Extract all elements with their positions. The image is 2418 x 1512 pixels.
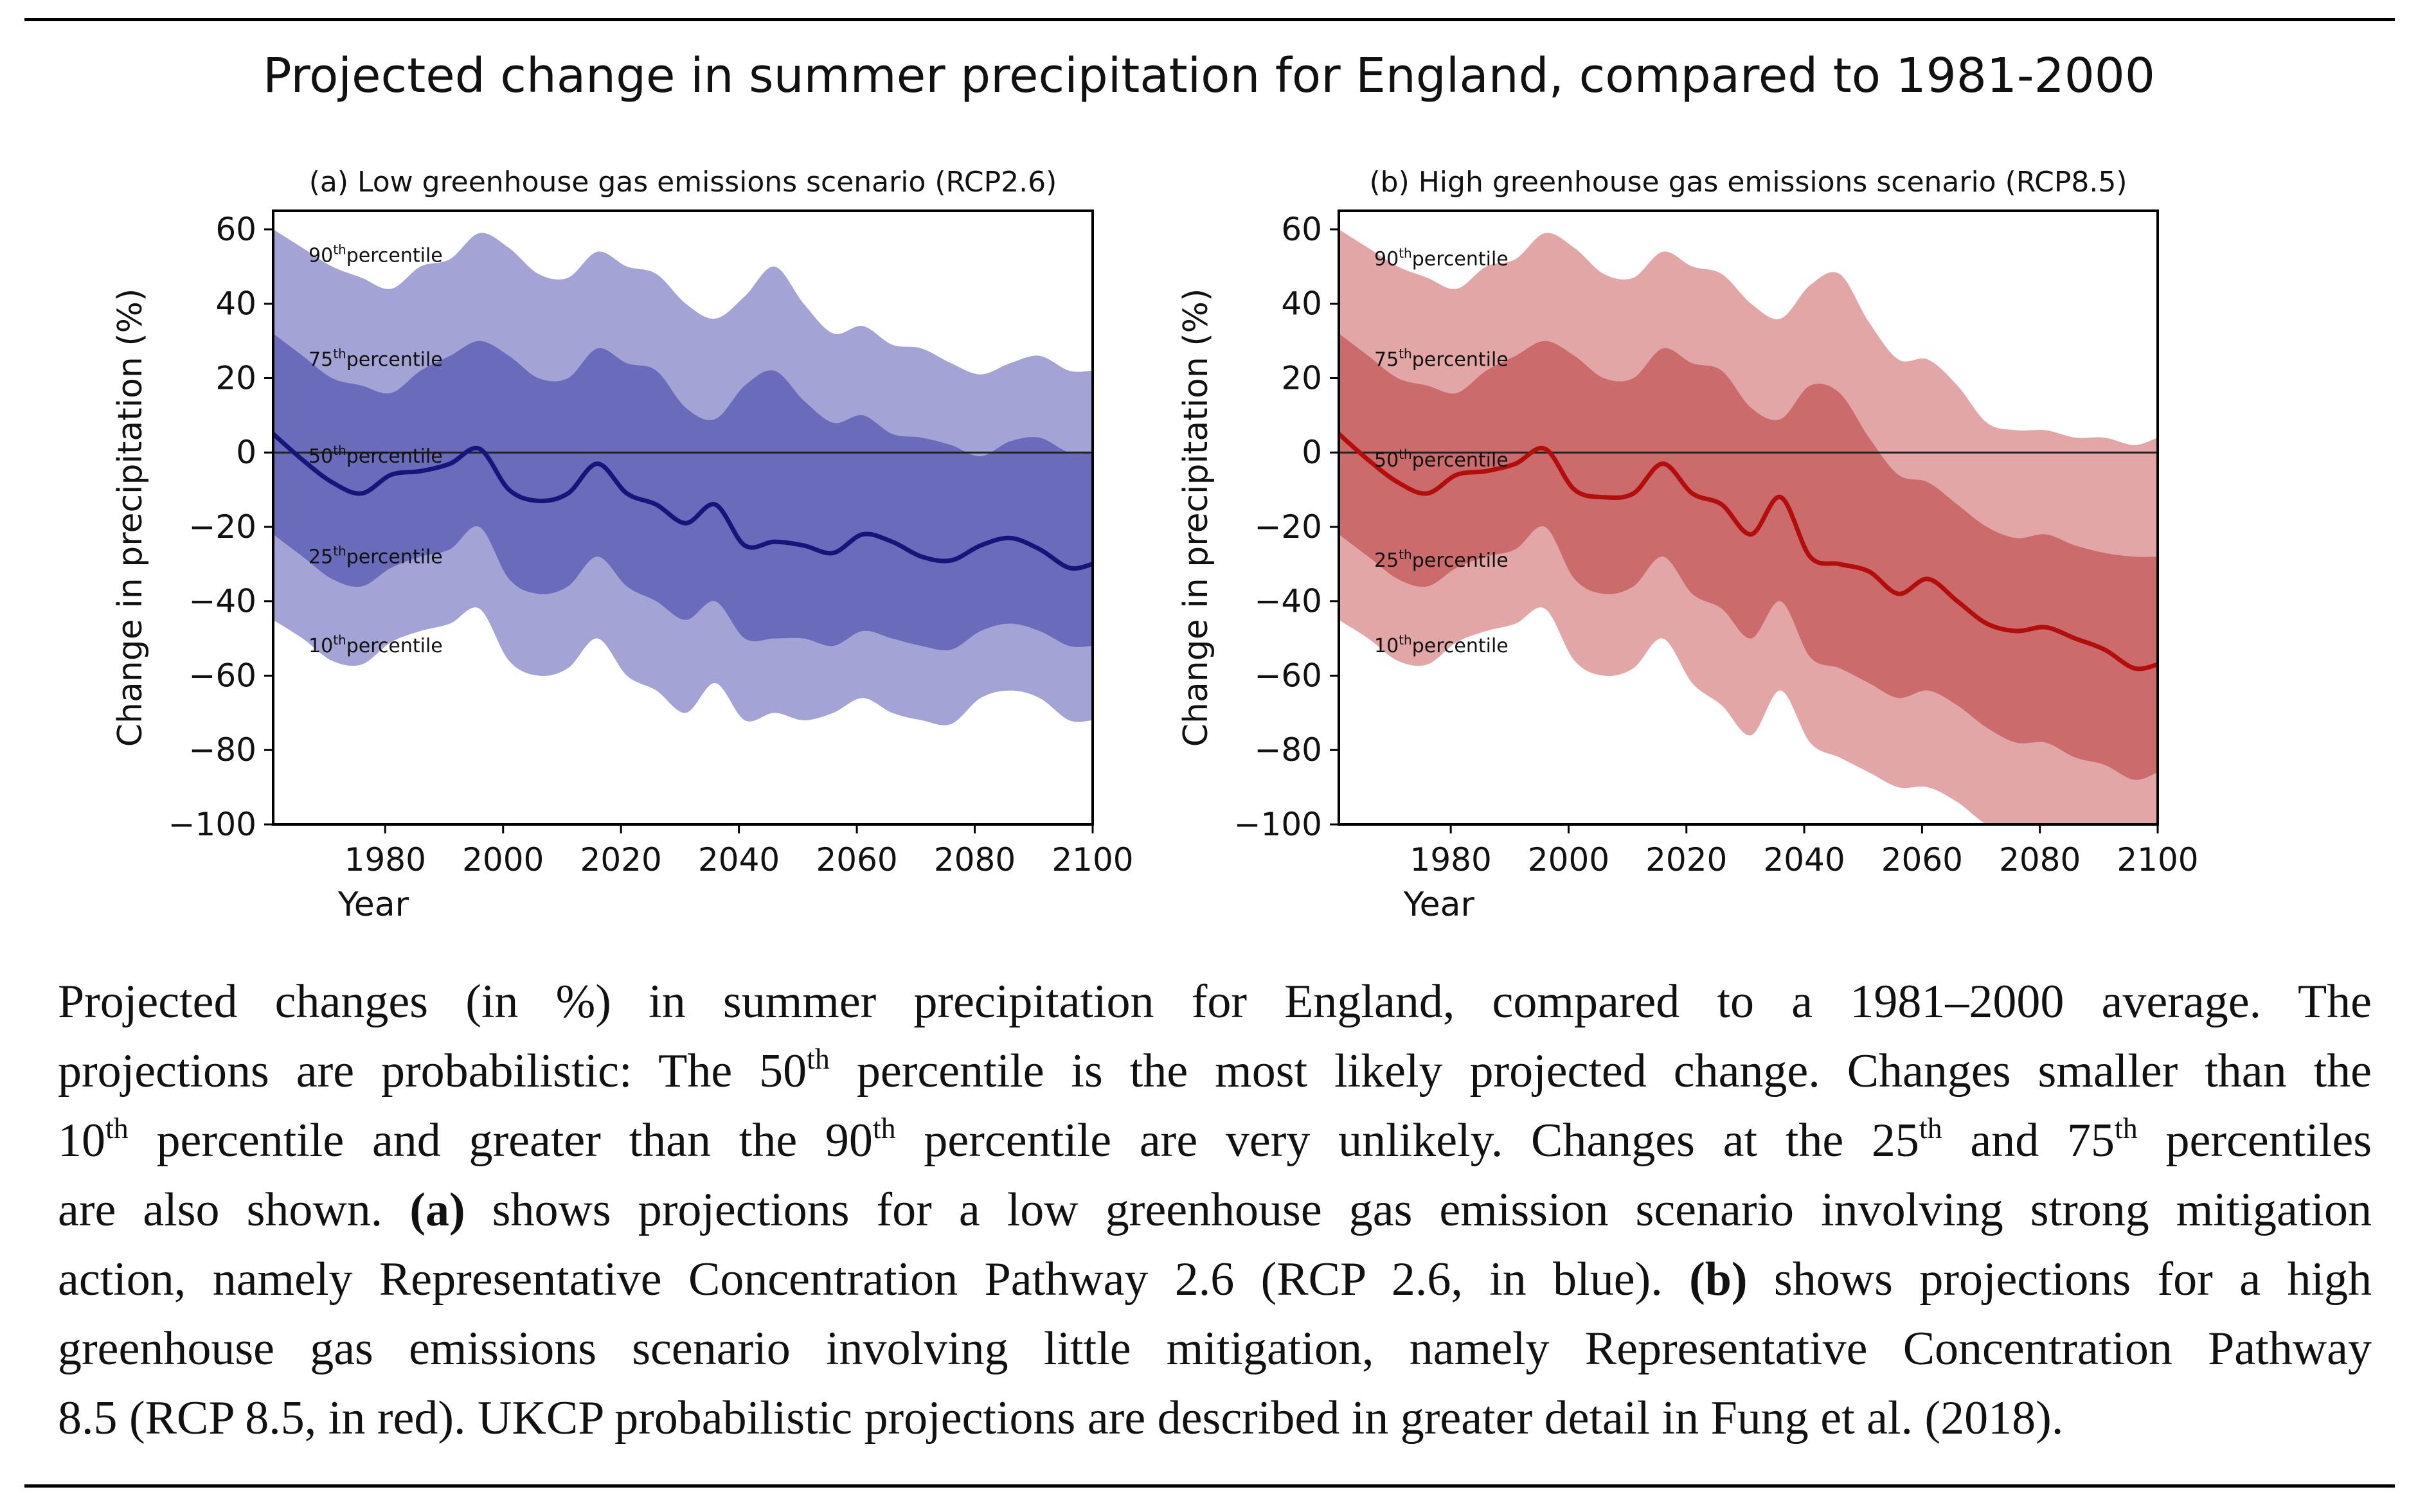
caption-line-2: projections are probabilistic: The 50th …: [58, 1042, 2372, 1098]
panel-b-ylabel: Change in precipitation (%): [1177, 289, 1215, 747]
panel-b-ytick-label: 60: [1281, 211, 1322, 248]
panel-b-band-25-75: [1339, 334, 2158, 780]
panel-b-xtick-label: 2080: [1999, 841, 2081, 878]
panel-a-band-25-75: [273, 334, 1093, 651]
panel-a-median-line: [273, 432, 1093, 571]
panel-b-ytick-label: −20: [1254, 508, 1322, 546]
panel-a-ytick-label: 40: [215, 285, 256, 323]
panel-b-ytick-label: −100: [1234, 806, 1322, 843]
panel-b-title: (b) High greenhouse gas emissions scenar…: [1369, 166, 2127, 199]
panel-b-label-p25: 25thpercentile: [1374, 547, 1509, 572]
figure-title: Projected change in summer precipitation…: [263, 48, 2155, 103]
panel-a-xlabel: Year: [337, 885, 409, 924]
panel-a-label-p90: 90thpercentile: [309, 242, 443, 267]
panel-a-label-p10: 10thpercentile: [309, 632, 443, 657]
panel-b-xlabel: Year: [1403, 885, 1475, 924]
panel-a-ytick-label: −80: [188, 731, 256, 769]
panel-a-xtick-label: 2000: [462, 841, 544, 878]
panel-b-frame: [1338, 209, 2159, 826]
panel-b-label-p90: 90thpercentile: [1374, 245, 1509, 271]
panel-a-xtick-label: 2020: [580, 841, 662, 878]
chart-canvas: 90thpercentile 75thpercentile 50thpercenti…: [111, 166, 2199, 924]
figure-caption: Projected changes (in %) in summer preci…: [58, 967, 2372, 1453]
panel-a-ytick-label: −20: [188, 508, 256, 546]
panel-b-ytick-label: 20: [1281, 359, 1322, 396]
caption-line-5: action, namely Representative Concentrat…: [58, 1253, 2372, 1306]
caption-line-4: are also shown. (a) shows projections fo…: [58, 1184, 2372, 1236]
panel-a-frame: [272, 209, 1094, 826]
panel-a-label-p50: 50thpercentile: [309, 443, 443, 468]
panel-b-label-p10: 10thpercentile: [1374, 632, 1509, 657]
panel-a-title: (a) Low greenhouse gas emissions scenari…: [309, 166, 1057, 199]
panel-a-xtick-label: 2080: [934, 841, 1016, 878]
panel-a-label-p25: 25thpercentile: [309, 543, 443, 568]
panel-b-xtick-label: 2000: [1528, 841, 1609, 878]
panel-a-xtick-label: 2040: [698, 841, 780, 878]
panel-a-ylabel: Change in precipitation (%): [111, 289, 150, 747]
panel-a-plot-area: 90thpercentile 75thpercentile 50thpercenti…: [273, 229, 1093, 725]
panel-a-label-p75: 75thpercentile: [309, 346, 443, 371]
panel-b-xtick-label: 2060: [1881, 841, 1963, 878]
panel-a-ytick-label: 60: [215, 211, 256, 248]
panel-b-label-p50: 50thpercentile: [1374, 447, 1509, 472]
panel-a-xtick-label: 2060: [816, 841, 897, 878]
panel-a-ytick-label: −60: [188, 657, 256, 694]
caption-line-6: greenhouse gas emissions scenario involv…: [58, 1322, 2372, 1375]
panel-b-ytick-label: 0: [1302, 434, 1322, 471]
panel-b-xtick-label: 1980: [1410, 841, 1492, 878]
caption-line-7: 8.5 (RCP 8.5, in red). UKCP probabilisti…: [58, 1392, 2064, 1445]
panel-b-ytick-label: −60: [1254, 657, 1322, 694]
panel-b-xtick-label: 2020: [1645, 841, 1727, 878]
panel-a-ytick-label: −40: [188, 583, 256, 620]
panel-a-xtick-label: 1980: [345, 841, 426, 878]
panel-b-ytick-label: −80: [1254, 731, 1322, 769]
caption-line-1: Projected changes (in %) in summer preci…: [58, 975, 2372, 1028]
caption-line-3: 10th percentile and greater than the 90t…: [58, 1112, 2372, 1167]
panel-a-chart: 90thpercentile 75thpercentile 50thpercenti…: [111, 166, 1134, 924]
bottom-rule: [24, 1484, 2395, 1488]
panel-a-ytick-label: 20: [215, 359, 256, 396]
panel-b-xtick-label: 2040: [1763, 841, 1845, 878]
panel-b-ytick-label: 40: [1281, 285, 1322, 323]
panel-a-xtick-label: 2100: [1052, 841, 1133, 878]
top-rule: [24, 18, 2395, 21]
panel-b-chart: 90thpercentile 75thpercentile 50thpercenti…: [1177, 166, 2199, 924]
panel-a-ytick-label: −100: [168, 806, 256, 843]
panel-b-label-p75: 75thpercentile: [1374, 346, 1509, 371]
panel-b-ytick-label: −40: [1254, 583, 1322, 620]
panel-a-ytick-label: 0: [236, 434, 256, 471]
panel-b-median-line: [1339, 432, 2158, 672]
panel-b-plot-area: 90thpercentile 75thpercentile 50thpercenti…: [1339, 229, 2158, 824]
panel-b-xtick-label: 2100: [2117, 841, 2198, 878]
